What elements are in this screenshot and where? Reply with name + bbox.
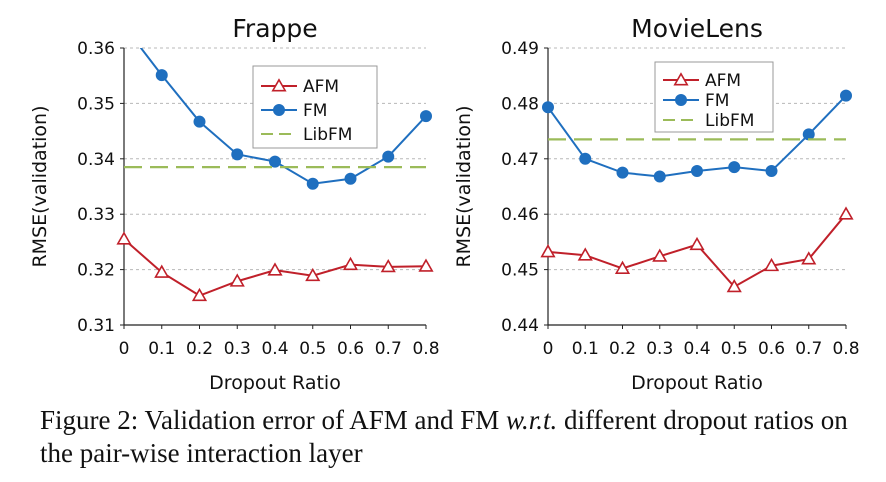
caption-wrt: w.r.t. <box>505 405 558 435</box>
y-axis-label: RMSE(validation) <box>453 105 475 267</box>
x-tick-label: 0.3 <box>224 339 251 359</box>
caption-part1: Figure 2: Validation error of AFM and FM <box>40 405 506 435</box>
data-point-fm <box>616 166 629 179</box>
data-point-fm <box>765 164 778 177</box>
legend-label-libfm: LibFM <box>303 125 352 145</box>
y-tick-label: 0.31 <box>77 316 115 336</box>
y-axis-label: RMSE(validation) <box>29 105 51 267</box>
x-tick-label: 0.5 <box>721 339 748 359</box>
data-point-afm <box>267 262 283 276</box>
legend-label-libfm: LibFM <box>705 111 754 131</box>
data-point-afm <box>801 251 817 265</box>
data-point-fm <box>119 20 130 31</box>
legend-marker <box>675 94 687 106</box>
legend-label-afm: AFM <box>705 71 741 91</box>
data-point-fm <box>579 152 592 165</box>
data-point-afm <box>342 256 359 271</box>
data-point-fm <box>653 170 666 183</box>
y-tick-label: 0.44 <box>501 316 539 336</box>
x-tick-label: 0.2 <box>609 339 636 359</box>
y-tick-label: 0.46 <box>501 205 539 225</box>
y-tick-label: 0.35 <box>77 94 115 114</box>
data-point-afm <box>418 258 434 272</box>
y-tick-label: 0.49 <box>501 39 539 59</box>
x-tick-label: 0.8 <box>832 339 859 359</box>
x-tick-label: 0.5 <box>299 339 326 359</box>
y-tick-label: 0.32 <box>77 261 115 281</box>
legend-box <box>252 65 378 149</box>
data-point-fm <box>231 148 244 161</box>
chart-movielens: 0.44 0.45 0.46 0.47 0.48 0.49 0 0.1 0.2 0.3 0.4 0.5… <box>453 14 860 394</box>
y-tick-label: 0.47 <box>501 150 539 170</box>
x-tick-label: 0.1 <box>572 339 599 359</box>
data-point-fm <box>542 101 554 114</box>
data-point-fm <box>691 164 703 177</box>
data-point-afm <box>838 206 854 220</box>
data-point-afm <box>229 273 245 287</box>
data-point-afm <box>154 264 170 278</box>
x-axis-label: Dropout Ratio <box>631 372 763 394</box>
y-tick-label: 0.33 <box>77 205 115 225</box>
data-point-afm <box>191 287 208 302</box>
x-tick-label: 0.8 <box>412 339 439 359</box>
y-tick-label: 0.45 <box>501 261 539 281</box>
data-point-afm <box>726 278 742 293</box>
legend-label-afm: AFM <box>303 77 339 97</box>
x-tick-label: 0.2 <box>186 339 213 359</box>
x-tick-label: 0.7 <box>375 339 402 359</box>
caption-part2: different dropout ratios on the pair-wis… <box>40 405 848 468</box>
figure-caption: Figure 2: Validation error of AFM and FM… <box>40 404 860 470</box>
data-point-fm <box>420 110 432 123</box>
data-point-fm <box>728 161 741 174</box>
data-point-fm <box>840 89 852 102</box>
legend-label-fm: FM <box>303 101 327 121</box>
legend-marker <box>273 104 285 116</box>
x-tick-label: 0.4 <box>683 339 710 359</box>
legend-label-fm: FM <box>705 91 729 111</box>
data-point-fm <box>155 69 168 82</box>
data-point-afm <box>380 259 396 273</box>
chart-title: MovieLens <box>631 14 763 43</box>
data-point-fm <box>344 172 357 185</box>
data-point-afm <box>763 257 780 272</box>
data-point-afm <box>689 236 705 251</box>
y-tick-label: 0.34 <box>77 150 115 170</box>
chart-frappe: 0.31 0.32 0.33 0.34 0.35 0.36 0 0.1 0.2 0.3 0.4 0.5… <box>29 14 440 394</box>
x-tick-label: 0.4 <box>261 339 288 359</box>
data-point-fm <box>269 155 281 168</box>
chart-title: Frappe <box>232 14 317 43</box>
data-point-fm <box>193 115 206 128</box>
legend-marker <box>673 72 689 86</box>
x-tick-label: 0.1 <box>148 339 175 359</box>
x-axis-label: Dropout Ratio <box>209 372 341 394</box>
x-tick-label: 0.3 <box>646 339 673 359</box>
data-point-fm <box>306 177 319 190</box>
legend-marker <box>271 78 287 92</box>
y-tick-label: 0.48 <box>501 94 539 114</box>
y-tick-label: 0.36 <box>77 39 115 59</box>
data-point-afm <box>540 244 556 258</box>
data-point-afm <box>305 267 321 282</box>
x-tick-label: 0 <box>119 339 130 359</box>
x-tick-label: 0 <box>543 339 554 359</box>
data-point-afm <box>652 248 668 262</box>
data-point-afm <box>577 247 593 261</box>
x-tick-label: 0.6 <box>337 339 364 359</box>
data-point-afm <box>614 260 631 274</box>
series-line-afm <box>547 213 847 289</box>
data-point-fm <box>802 128 815 141</box>
x-tick-label: 0.6 <box>758 339 785 359</box>
x-tick-label: 0.7 <box>795 339 822 359</box>
data-point-afm <box>116 231 132 245</box>
data-point-fm <box>382 150 395 163</box>
